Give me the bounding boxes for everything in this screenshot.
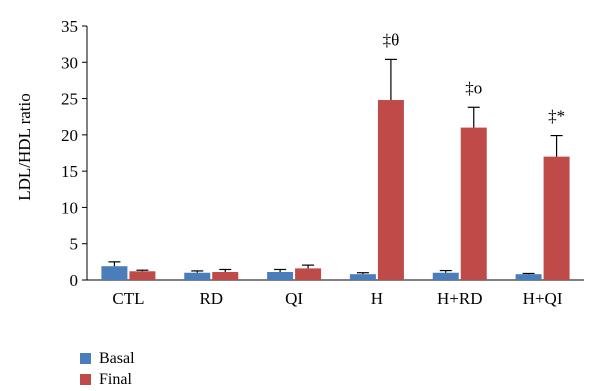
bar-final-rd bbox=[212, 272, 239, 280]
x-tick-label: CTL bbox=[112, 289, 144, 308]
x-tick-label: H+QI bbox=[523, 289, 563, 308]
legend-swatch-basal bbox=[80, 353, 91, 364]
bar-final-qi bbox=[295, 268, 322, 280]
y-tick-label: 15 bbox=[61, 162, 78, 181]
bar-basal-ctl bbox=[101, 266, 128, 280]
bar-final-h bbox=[377, 100, 404, 280]
significance-annotation: ‡* bbox=[548, 107, 565, 126]
bar-basal-rd bbox=[184, 272, 211, 280]
legend-item-basal: Basal bbox=[80, 348, 135, 369]
x-axis: CTL RD QI H H+RD H+QI bbox=[87, 279, 584, 308]
x-tick-label: H+RD bbox=[437, 289, 482, 308]
significance-annotation: ‡o bbox=[465, 78, 482, 97]
y-tick-label: 30 bbox=[61, 53, 78, 72]
y-tick-label: 10 bbox=[61, 198, 78, 217]
bar-final-ctl bbox=[129, 271, 156, 280]
x-tick-label: RD bbox=[199, 289, 223, 308]
legend-label-final: Final bbox=[99, 370, 132, 388]
bar-final-h+rd bbox=[460, 127, 487, 280]
x-tick-label: H bbox=[371, 289, 383, 308]
bars-group bbox=[101, 58, 570, 280]
y-tick-label: 0 bbox=[70, 271, 79, 290]
legend-item-final: Final bbox=[80, 369, 135, 390]
bar-basal-h+qi bbox=[515, 274, 542, 280]
legend-label-basal: Basal bbox=[99, 349, 135, 367]
bar-basal-h+rd bbox=[432, 272, 459, 280]
y-axis: 0 5 10 15 20 25 30 35 bbox=[61, 17, 88, 290]
x-tick-label: QI bbox=[285, 289, 303, 308]
significance-annotation: ‡θ bbox=[383, 30, 400, 49]
legend-swatch-final bbox=[80, 374, 91, 385]
y-tick-label: 5 bbox=[70, 235, 79, 254]
bar-final-h+qi bbox=[543, 156, 570, 280]
legend: Basal Final bbox=[80, 348, 135, 390]
y-tick-label: 35 bbox=[61, 17, 78, 36]
bar-basal-qi bbox=[267, 272, 294, 280]
y-axis-title: LDL/HDL ratio bbox=[15, 93, 34, 200]
bar-basal-h bbox=[349, 274, 376, 280]
y-tick-label: 20 bbox=[61, 126, 78, 145]
y-tick-label: 25 bbox=[61, 90, 78, 109]
annotations-group: ‡θ ‡o ‡* bbox=[383, 30, 565, 125]
